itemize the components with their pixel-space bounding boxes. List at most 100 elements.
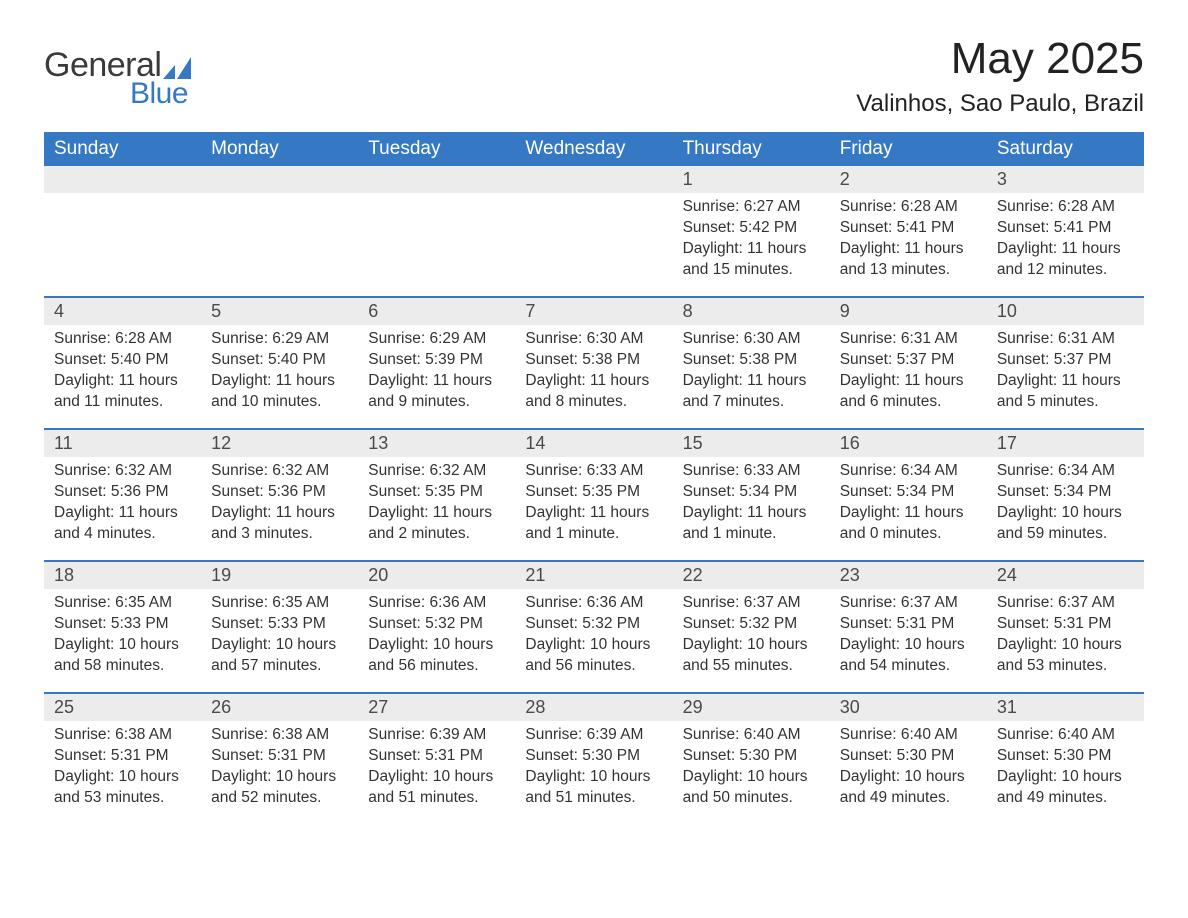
day-number: 31 <box>987 693 1144 721</box>
sunset-line: Sunset: 5:41 PM <box>997 218 1134 239</box>
day-number: 21 <box>515 561 672 589</box>
day-cell: Sunrise: 6:39 AMSunset: 5:31 PMDaylight:… <box>358 721 515 825</box>
day-number: 11 <box>44 429 201 457</box>
day-cell: Sunrise: 6:36 AMSunset: 5:32 PMDaylight:… <box>515 589 672 693</box>
daylight-line: Daylight: 10 hours and 57 minutes. <box>211 635 348 677</box>
day-number: 30 <box>830 693 987 721</box>
daylight-line: Daylight: 10 hours and 55 minutes. <box>683 635 820 677</box>
empty-cell <box>44 166 201 193</box>
sunset-line: Sunset: 5:30 PM <box>683 746 820 767</box>
daylight-line: Daylight: 10 hours and 58 minutes. <box>54 635 191 677</box>
daylight-line: Daylight: 10 hours and 52 minutes. <box>211 767 348 809</box>
sunset-line: Sunset: 5:40 PM <box>211 350 348 371</box>
day-cell: Sunrise: 6:29 AMSunset: 5:39 PMDaylight:… <box>358 325 515 429</box>
daylight-line: Daylight: 10 hours and 54 minutes. <box>840 635 977 677</box>
sunrise-line: Sunrise: 6:28 AM <box>54 329 191 350</box>
day-number: 5 <box>201 297 358 325</box>
day-cell: Sunrise: 6:37 AMSunset: 5:31 PMDaylight:… <box>830 589 987 693</box>
daylight-line: Daylight: 11 hours and 11 minutes. <box>54 371 191 413</box>
day-cell: Sunrise: 6:32 AMSunset: 5:36 PMDaylight:… <box>201 457 358 561</box>
sunrise-line: Sunrise: 6:34 AM <box>840 461 977 482</box>
calendar-body: 123Sunrise: 6:27 AMSunset: 5:42 PMDaylig… <box>44 166 1144 825</box>
day-cell: Sunrise: 6:32 AMSunset: 5:36 PMDaylight:… <box>44 457 201 561</box>
day-number: 12 <box>201 429 358 457</box>
day-number: 9 <box>830 297 987 325</box>
daylight-line: Daylight: 11 hours and 9 minutes. <box>368 371 505 413</box>
sunset-line: Sunset: 5:30 PM <box>840 746 977 767</box>
weekday-header: Monday <box>201 132 358 166</box>
sunrise-line: Sunrise: 6:37 AM <box>683 593 820 614</box>
sunset-line: Sunset: 5:32 PM <box>368 614 505 635</box>
sunrise-line: Sunrise: 6:37 AM <box>840 593 977 614</box>
day-cell: Sunrise: 6:37 AMSunset: 5:31 PMDaylight:… <box>987 589 1144 693</box>
day-cell: Sunrise: 6:38 AMSunset: 5:31 PMDaylight:… <box>44 721 201 825</box>
week-body-row: Sunrise: 6:35 AMSunset: 5:33 PMDaylight:… <box>44 589 1144 693</box>
empty-cell <box>358 193 515 297</box>
daylight-line: Daylight: 11 hours and 1 minute. <box>683 503 820 545</box>
daylight-line: Daylight: 11 hours and 10 minutes. <box>211 371 348 413</box>
daylight-line: Daylight: 11 hours and 7 minutes. <box>683 371 820 413</box>
brand-mark-icon <box>163 57 191 79</box>
daylight-line: Daylight: 10 hours and 51 minutes. <box>368 767 505 809</box>
sunset-line: Sunset: 5:38 PM <box>683 350 820 371</box>
sunset-line: Sunset: 5:36 PM <box>54 482 191 503</box>
daylight-line: Daylight: 10 hours and 53 minutes. <box>54 767 191 809</box>
day-number: 14 <box>515 429 672 457</box>
sunset-line: Sunset: 5:35 PM <box>368 482 505 503</box>
sunset-line: Sunset: 5:38 PM <box>525 350 662 371</box>
sunrise-line: Sunrise: 6:40 AM <box>683 725 820 746</box>
daylight-line: Daylight: 10 hours and 49 minutes. <box>840 767 977 809</box>
weekday-header: Thursday <box>673 132 830 166</box>
page-header: General Blue May 2025 Valinhos, Sao Paul… <box>44 28 1144 128</box>
day-number: 22 <box>673 561 830 589</box>
day-cell: Sunrise: 6:37 AMSunset: 5:32 PMDaylight:… <box>673 589 830 693</box>
day-number: 19 <box>201 561 358 589</box>
sunrise-line: Sunrise: 6:30 AM <box>683 329 820 350</box>
weekday-header: Wednesday <box>515 132 672 166</box>
day-number: 25 <box>44 693 201 721</box>
sunset-line: Sunset: 5:42 PM <box>683 218 820 239</box>
day-cell: Sunrise: 6:31 AMSunset: 5:37 PMDaylight:… <box>830 325 987 429</box>
sunset-line: Sunset: 5:32 PM <box>525 614 662 635</box>
day-cell: Sunrise: 6:33 AMSunset: 5:35 PMDaylight:… <box>515 457 672 561</box>
sunset-line: Sunset: 5:31 PM <box>54 746 191 767</box>
day-cell: Sunrise: 6:30 AMSunset: 5:38 PMDaylight:… <box>673 325 830 429</box>
day-number: 15 <box>673 429 830 457</box>
sunset-line: Sunset: 5:30 PM <box>997 746 1134 767</box>
day-cell: Sunrise: 6:39 AMSunset: 5:30 PMDaylight:… <box>515 721 672 825</box>
day-number: 29 <box>673 693 830 721</box>
daylight-line: Daylight: 10 hours and 56 minutes. <box>525 635 662 677</box>
day-cell: Sunrise: 6:40 AMSunset: 5:30 PMDaylight:… <box>673 721 830 825</box>
daylight-line: Daylight: 11 hours and 5 minutes. <box>997 371 1134 413</box>
day-number: 28 <box>515 693 672 721</box>
weekday-header: Friday <box>830 132 987 166</box>
daylight-line: Daylight: 11 hours and 0 minutes. <box>840 503 977 545</box>
sunrise-line: Sunrise: 6:39 AM <box>525 725 662 746</box>
week-number-row: 18192021222324 <box>44 561 1144 589</box>
sunset-line: Sunset: 5:37 PM <box>997 350 1134 371</box>
brand-logo: General Blue <box>44 28 191 111</box>
day-number: 6 <box>358 297 515 325</box>
sunrise-line: Sunrise: 6:36 AM <box>368 593 505 614</box>
empty-cell <box>44 193 201 297</box>
day-number: 16 <box>830 429 987 457</box>
sunset-line: Sunset: 5:34 PM <box>683 482 820 503</box>
day-cell: Sunrise: 6:40 AMSunset: 5:30 PMDaylight:… <box>830 721 987 825</box>
day-number: 2 <box>830 166 987 193</box>
sunset-line: Sunset: 5:31 PM <box>840 614 977 635</box>
day-number: 7 <box>515 297 672 325</box>
daylight-line: Daylight: 11 hours and 4 minutes. <box>54 503 191 545</box>
sunrise-line: Sunrise: 6:40 AM <box>997 725 1134 746</box>
sunset-line: Sunset: 5:33 PM <box>211 614 348 635</box>
week-number-row: 25262728293031 <box>44 693 1144 721</box>
daylight-line: Daylight: 10 hours and 50 minutes. <box>683 767 820 809</box>
day-cell: Sunrise: 6:29 AMSunset: 5:40 PMDaylight:… <box>201 325 358 429</box>
sunset-line: Sunset: 5:41 PM <box>840 218 977 239</box>
sunrise-line: Sunrise: 6:35 AM <box>211 593 348 614</box>
empty-cell <box>515 193 672 297</box>
sunrise-line: Sunrise: 6:31 AM <box>997 329 1134 350</box>
daylight-line: Daylight: 11 hours and 1 minute. <box>525 503 662 545</box>
day-cell: Sunrise: 6:32 AMSunset: 5:35 PMDaylight:… <box>358 457 515 561</box>
daylight-line: Daylight: 11 hours and 15 minutes. <box>683 239 820 281</box>
sunrise-line: Sunrise: 6:29 AM <box>211 329 348 350</box>
